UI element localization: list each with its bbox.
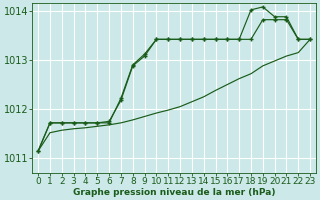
X-axis label: Graphe pression niveau de la mer (hPa): Graphe pression niveau de la mer (hPa) bbox=[73, 188, 276, 197]
